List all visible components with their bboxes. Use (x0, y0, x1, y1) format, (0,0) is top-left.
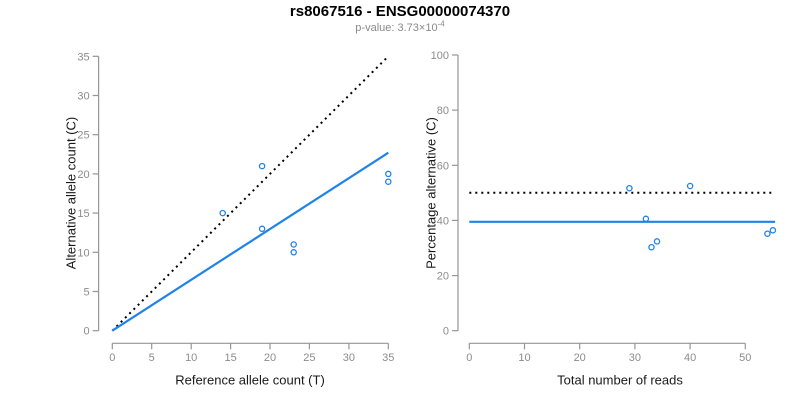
data-point (290, 241, 297, 248)
data-point (642, 215, 650, 223)
y-tick-label: 0 (443, 326, 449, 338)
allele-count-scatter-panel: 0 5 10 15 20 25 30 35 0 5 10 15 20 25 30 35 (77, 51, 394, 364)
x-tick-label: 25 (303, 352, 315, 364)
y-tick-label: 20 (77, 169, 89, 181)
data-point (258, 162, 266, 170)
pvalue-exponent: -4 (437, 19, 445, 29)
x-tick-label: 30 (629, 352, 641, 364)
data-point (385, 170, 392, 178)
data-point (764, 230, 771, 237)
x-tick-label: 35 (382, 352, 394, 364)
data-point (648, 243, 655, 251)
data-point (769, 227, 777, 234)
y-tick-label: 25 (77, 130, 89, 142)
fit-line (111, 151, 389, 332)
x-tick-label: 10 (185, 352, 197, 364)
pvalue-text: p-value: 3.73×10 (355, 22, 438, 34)
identity-line (111, 55, 390, 332)
x-tick-label: 10 (518, 352, 530, 364)
data-point (219, 209, 226, 217)
y-tick-label: 15 (77, 208, 89, 220)
x-tick-label: 20 (574, 352, 586, 364)
figure-title: rs8067516 - ENSG00000074370 (289, 3, 511, 20)
x-tick-label: 5 (149, 352, 155, 364)
y-tick-label: 100 (431, 50, 449, 62)
x-tick-label: 0 (466, 352, 472, 364)
y-tick-label: 20 (437, 271, 449, 283)
pvalue-subtitle: p-value: 3.73×10-4 (0, 19, 800, 34)
x-tick-label: 40 (684, 352, 696, 364)
y-tick-label: 60 (437, 160, 449, 172)
data-point (653, 238, 661, 245)
data-point (626, 184, 633, 192)
y-tick-label: 35 (77, 51, 89, 63)
data-point (258, 225, 266, 233)
y-tick-label: 10 (77, 247, 89, 259)
y-tick-label: 40 (437, 215, 449, 227)
x-tick-label: 20 (264, 352, 276, 364)
data-point (686, 182, 694, 190)
left-y-axis-title: Alternative allele count (C) (63, 116, 79, 270)
percentage-scatter-panel: 0 20 40 60 80 100 0 10 20 30 40 50 (431, 50, 777, 364)
y-tick-label: 5 (83, 287, 89, 299)
y-tick-label: 80 (437, 105, 449, 117)
right-y-axis-title: Percentage alternative (C) (423, 117, 439, 269)
y-tick-label: 0 (83, 326, 89, 338)
x-tick-label: 30 (343, 352, 355, 364)
data-point (385, 178, 392, 185)
y-tick-label: 30 (77, 91, 89, 103)
x-tick-label: 50 (739, 352, 751, 364)
left-x-axis-title: Reference allele count (T) (175, 372, 325, 388)
x-tick-label: 15 (224, 352, 236, 364)
data-point (290, 249, 297, 256)
right-x-axis-title: Total number of reads (557, 372, 683, 388)
x-tick-label: 0 (109, 352, 115, 364)
